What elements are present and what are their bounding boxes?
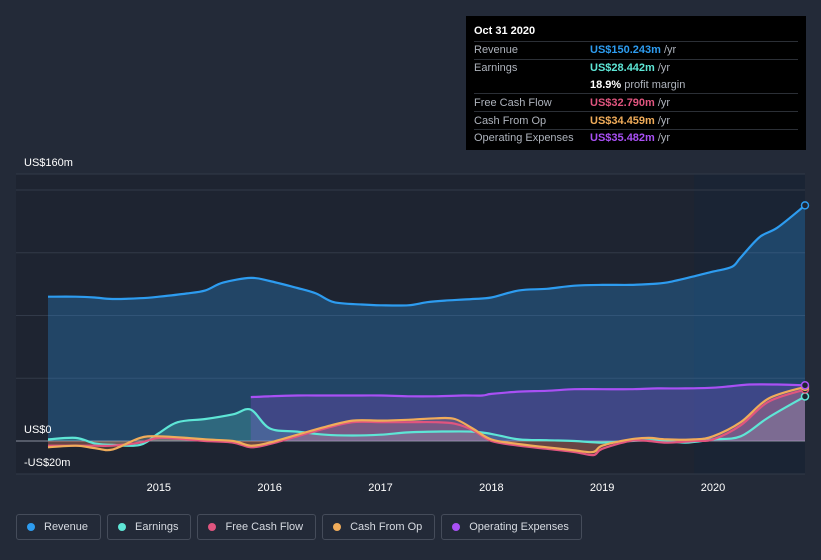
legend-item-revenue[interactable]: Revenue xyxy=(16,514,102,540)
legend-label: Earnings xyxy=(135,521,179,533)
tooltip-unit: /yr xyxy=(657,62,671,75)
tooltip-value: US$150.243m xyxy=(590,44,661,57)
x-tick-label: 2018 xyxy=(479,482,503,494)
legend-item-free-cash-flow[interactable]: Free Cash Flow xyxy=(197,514,317,540)
tooltip-row-cash-from-op: Cash From Op US$34.459m /yr xyxy=(474,111,798,129)
plot-background xyxy=(16,174,805,474)
tooltip-label: Free Cash Flow xyxy=(474,96,552,109)
tooltip-row-operating-expenses: Operating Expenses US$35.482m /yr xyxy=(474,128,798,147)
tooltip-unit: profit margin xyxy=(624,78,686,91)
tooltip-value: US$28.442m xyxy=(590,62,655,75)
line-cash-from-op xyxy=(47,385,806,454)
legend: Revenue Earnings Free Cash Flow Cash Fro… xyxy=(16,514,582,540)
tooltip-label: Earnings xyxy=(474,62,518,75)
line-operating-expenses xyxy=(250,383,806,399)
legend-dot-icon xyxy=(208,523,217,531)
legend-label: Operating Expenses xyxy=(469,521,569,533)
y-tick-label-bottom: -US$20m xyxy=(24,457,70,469)
y-tick-label-top: US$160m xyxy=(24,157,73,169)
area-revenue xyxy=(48,205,805,441)
x-axis-ticks: 2015 2016 2017 2018 2019 2020 xyxy=(147,482,726,494)
legend-dot-icon xyxy=(27,523,35,531)
legend-item-operating-expenses[interactable]: Operating Expenses xyxy=(441,514,582,540)
x-tick-label: 2016 xyxy=(257,482,281,494)
tooltip-row-earnings: Earnings US$28.442m /yr xyxy=(474,58,798,77)
x-tick-label: 2020 xyxy=(701,482,725,494)
x-tick-label: 2017 xyxy=(368,482,392,494)
legend-label: Cash From Op xyxy=(350,521,423,533)
tooltip-row-profit-margin: 18.9% profit margin xyxy=(474,77,798,94)
series-endpoints xyxy=(800,201,810,401)
tooltip-value: US$35.482m xyxy=(590,132,655,145)
tooltip-value: US$34.459m xyxy=(590,114,655,127)
x-tick-label: 2019 xyxy=(590,482,614,494)
legend-dot-icon xyxy=(452,523,461,531)
tooltip-unit: /yr xyxy=(657,96,671,109)
tooltip-date: Oct 31 2020 xyxy=(474,25,536,37)
line-free-cash-flow xyxy=(48,388,806,457)
tooltip-unit: /yr xyxy=(657,132,671,145)
area-operating-expenses xyxy=(250,384,806,441)
highlight-region xyxy=(694,174,805,474)
tooltip-panel: Oct 31 2020 Revenue US$150.243m /yr Earn… xyxy=(466,16,806,150)
tooltip-value: 18.9% xyxy=(590,78,622,91)
endpoint-operating-expenses xyxy=(800,381,810,390)
tooltip-label: Revenue xyxy=(474,44,519,57)
line-revenue xyxy=(47,204,806,307)
tooltip-unit: /yr xyxy=(657,114,671,127)
legend-item-cash-from-op[interactable]: Cash From Op xyxy=(322,514,436,540)
y-tick-label-zero: US$0 xyxy=(24,424,52,436)
tooltip-unit: /yr xyxy=(663,44,677,57)
tooltip-row-revenue: Revenue US$150.243m /yr xyxy=(474,41,798,59)
series-lines xyxy=(47,204,806,457)
legend-label: Free Cash Flow xyxy=(225,521,304,533)
legend-label: Revenue xyxy=(44,521,89,533)
tooltip-label: Operating Expenses xyxy=(474,132,574,145)
tooltip-value: US$32.790m xyxy=(590,96,655,109)
area-earnings xyxy=(48,396,805,446)
x-tick-label: 2015 xyxy=(147,482,171,494)
endpoint-revenue xyxy=(800,201,810,210)
legend-item-earnings[interactable]: Earnings xyxy=(107,514,192,540)
line-earnings xyxy=(47,395,806,447)
legend-dot-icon xyxy=(118,523,127,531)
legend-dot-icon xyxy=(333,523,342,531)
tooltip-row-free-cash-flow: Free Cash Flow US$32.790m /yr xyxy=(474,93,798,111)
tooltip-label: Cash From Op xyxy=(474,114,547,127)
endpoint-earnings xyxy=(800,392,810,401)
